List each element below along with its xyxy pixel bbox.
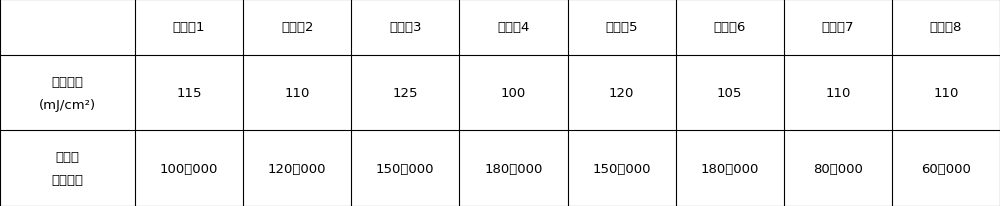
- Text: (mJ/cm²): (mJ/cm²): [39, 98, 96, 111]
- Text: 实施外6: 实施外6: [714, 21, 746, 34]
- Text: 125: 125: [393, 87, 418, 100]
- Text: 实施外8: 实施外8: [930, 21, 962, 34]
- Text: 实施外5: 实施外5: [605, 21, 638, 34]
- Text: 实施外4: 实施外4: [497, 21, 530, 34]
- Text: （万张）: （万张）: [52, 173, 84, 186]
- Text: 100: 100: [501, 87, 526, 100]
- Text: 实施外3: 实施外3: [389, 21, 422, 34]
- Text: 180，000: 180，000: [700, 162, 759, 175]
- Text: 实施外7: 实施外7: [822, 21, 854, 34]
- Text: 120，000: 120，000: [268, 162, 326, 175]
- Text: 115: 115: [176, 87, 202, 100]
- Text: 100，000: 100，000: [160, 162, 218, 175]
- Text: 80，000: 80，000: [813, 162, 863, 175]
- Text: 110: 110: [285, 87, 310, 100]
- Text: 耐印率: 耐印率: [56, 151, 80, 164]
- Text: 105: 105: [717, 87, 742, 100]
- Text: 60，000: 60，000: [921, 162, 971, 175]
- Text: 150，000: 150，000: [376, 162, 435, 175]
- Text: 实施外1: 实施外1: [173, 21, 205, 34]
- Text: 热敏感度: 热敏感度: [52, 75, 84, 88]
- Text: 120: 120: [609, 87, 634, 100]
- Text: 实施外2: 实施外2: [281, 21, 313, 34]
- Text: 180，000: 180，000: [484, 162, 543, 175]
- Text: 110: 110: [933, 87, 959, 100]
- Text: 110: 110: [825, 87, 851, 100]
- Text: 150，000: 150，000: [592, 162, 651, 175]
